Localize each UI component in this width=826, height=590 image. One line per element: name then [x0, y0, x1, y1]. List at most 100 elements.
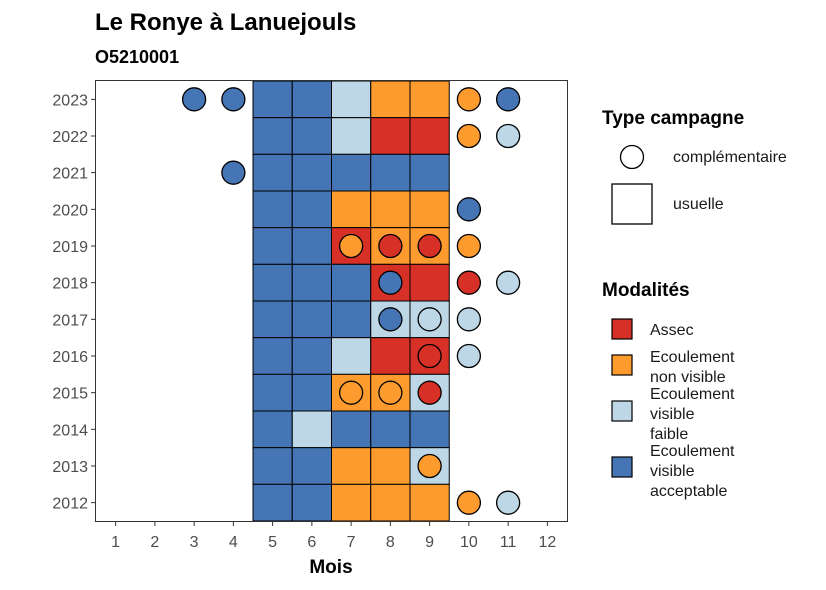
tile-2012-7: [331, 483, 372, 522]
tile-2019-6: [291, 227, 332, 265]
y-tick-label-2016: 2016: [52, 349, 88, 366]
legend-label-ecoulement-visible-acceptable-line-2: visible: [650, 463, 695, 480]
point-2016-10: [456, 343, 482, 369]
legend-type-campagne: Type campagne complémentaire usuelle: [602, 108, 787, 225]
complementaire-points: [181, 87, 521, 515]
point-2023-10: [456, 87, 482, 112]
y-tick-label-2023: 2023: [52, 92, 88, 109]
x-tick-label-8: 8: [386, 534, 395, 551]
tile-2014-6: [291, 410, 332, 449]
tile-2015-5: [252, 373, 293, 412]
legend-label-ecoulement-visible-acceptable-line-3: acceptable: [650, 483, 727, 500]
legend-key-square: [611, 183, 653, 225]
x-tick-label-2: 2: [150, 534, 159, 551]
x-axis: 1 2 3 4 5 6 7 8 9 10 11 12: [111, 521, 556, 551]
point-2016-9: [417, 343, 442, 369]
tile-2016-7: [331, 337, 372, 375]
tile-2016-6: [291, 337, 332, 375]
legend-label-ecoulement-visible-faible-line-2: visible: [650, 406, 695, 423]
legend-key-assec: [611, 318, 633, 340]
point-2019-8: [378, 233, 403, 259]
legend-label-assec-line-1: Assec: [650, 322, 694, 339]
tile-2021-5: [252, 153, 293, 192]
point-2019-10: [456, 233, 482, 259]
y-tick-label-2015: 2015: [52, 386, 88, 403]
tile-2014-7: [331, 410, 372, 449]
y-tick-label-2013: 2013: [52, 459, 88, 476]
y-axis: 2012 2013 2014 2015 2016 2017 2018 2019 2020 2021…: [52, 92, 96, 513]
tile-2012-8: [370, 483, 411, 522]
tile-2020-5: [252, 190, 293, 229]
tile-2014-8: [370, 410, 411, 449]
legend-key-ecoulement-non-visible: [611, 354, 633, 376]
x-tick-label-9: 9: [425, 534, 434, 551]
tile-2023-5: [252, 80, 293, 119]
point-2018-8: [378, 270, 403, 295]
tile-2022-8: [370, 117, 411, 155]
tile-2017-7: [331, 300, 372, 339]
chart-subtitle: O5210001: [95, 47, 179, 67]
tile-2021-6: [291, 153, 332, 192]
tile-2017-5: [252, 300, 293, 339]
point-2015-9: [417, 380, 442, 405]
point-2015-7: [338, 380, 364, 405]
legend-label-ecoulement-visible-faible-line-1: Ecoulement: [650, 386, 735, 403]
legend-key-ecoulement-visible-faible: [611, 400, 633, 422]
tile-2023-6: [291, 80, 332, 119]
tile-2015-7: [331, 373, 372, 412]
tile-2019-5: [252, 227, 293, 265]
tile-2020-9: [409, 190, 450, 229]
point-2021-4: [221, 160, 246, 185]
x-tick-label-12: 12: [538, 534, 556, 551]
tile-2022-7: [331, 117, 372, 155]
point-2012-10: [456, 490, 482, 515]
tile-2023-9: [409, 80, 450, 119]
x-tick-label-6: 6: [307, 534, 316, 551]
point-2022-11: [495, 123, 521, 149]
legend-key-ecoulement-visible-acceptable: [611, 456, 633, 478]
x-axis-title: Mois: [309, 557, 352, 578]
tile-2021-9: [409, 153, 450, 192]
tile-2020-6: [291, 190, 332, 229]
point-2022-10: [456, 123, 482, 149]
point-2020-10: [456, 197, 482, 222]
tile-2023-7: [331, 80, 372, 119]
legend-type-campagne-title: Type campagne: [602, 108, 744, 129]
tile-2018-9: [409, 263, 450, 302]
legend-label-ecoulement-non-visible-line-2: non visible: [650, 369, 726, 386]
tile-2020-8: [370, 190, 411, 229]
point-2023-3: [181, 87, 207, 112]
tile-2013-5: [252, 447, 293, 485]
point-2017-8: [378, 307, 403, 332]
point-2017-9: [417, 307, 442, 332]
tile-2018-5: [252, 263, 293, 302]
tile-2021-8: [370, 153, 411, 192]
tile-2016-5: [252, 337, 293, 375]
tile-2020-7: [331, 190, 372, 229]
point-2019-9: [417, 233, 442, 259]
y-tick-label-2019: 2019: [52, 239, 88, 256]
point-2013-9: [417, 453, 442, 479]
tile-2012-9: [409, 483, 450, 522]
x-tick-label-11: 11: [500, 534, 517, 551]
x-tick-label-7: 7: [347, 534, 356, 551]
legend-label-ecoulement-visible-acceptable-line-1: Ecoulement: [650, 443, 735, 460]
tile-2015-6: [291, 373, 332, 412]
point-2015-8: [378, 380, 403, 405]
usuelle-tiles: [252, 80, 450, 522]
y-tick-label-2020: 2020: [52, 202, 88, 219]
y-tick-label-2014: 2014: [52, 422, 88, 439]
legend-key-circle: [619, 144, 645, 170]
point-2018-10: [456, 270, 482, 295]
point-2012-11: [495, 490, 521, 515]
y-tick-label-2022: 2022: [52, 129, 88, 146]
x-tick-label-1: 1: [111, 534, 120, 551]
tile-2023-8: [370, 80, 411, 119]
x-tick-label-4: 4: [229, 534, 238, 551]
legend-label-complementaire: complémentaire: [673, 149, 787, 166]
point-2023-11: [495, 87, 521, 112]
tile-2022-5: [252, 117, 293, 155]
x-tick-label-5: 5: [268, 534, 277, 551]
tile-2012-5: [252, 483, 293, 522]
